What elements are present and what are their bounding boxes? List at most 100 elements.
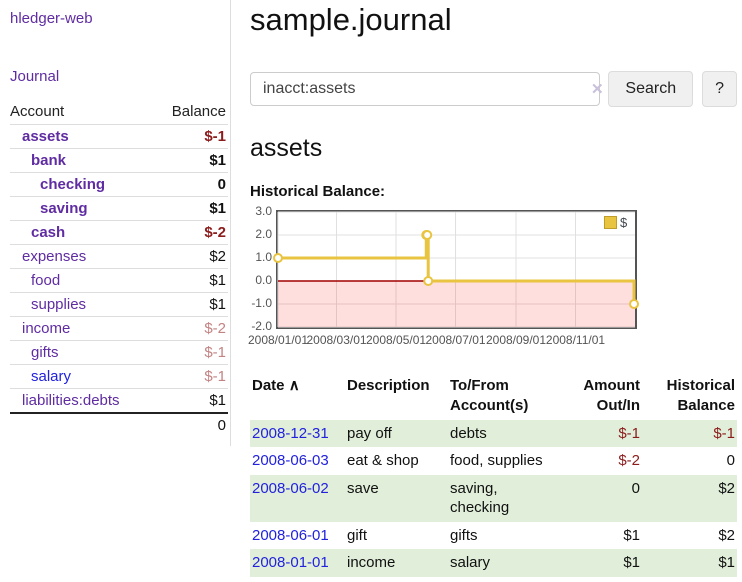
main-content: sample.journal ✕ Search ? assets Histori…: [248, 0, 737, 577]
transaction-balance: $1: [718, 554, 735, 571]
account-row: checking 0: [10, 172, 228, 197]
account-link[interactable]: income: [22, 320, 71, 337]
table-row: 2008-06-03 eat & shop food, supplies $-2…: [250, 447, 737, 475]
transaction-description: pay off: [347, 424, 392, 442]
y-tick-label: 3.0: [255, 204, 272, 218]
account-balance: $-1: [154, 124, 228, 149]
app-title[interactable]: hledger-web: [10, 10, 93, 27]
chart-label: Historical Balance:: [250, 183, 386, 200]
register-header-description: Description: [347, 377, 430, 394]
y-tick-label: -1.0: [251, 296, 272, 310]
accounts-total-spacer: [10, 412, 155, 437]
historical-balance-chart: 3.0 2.0 1.0 0.0 -1.0 -2.0 2008/01/01 2008/03/0…: [248, 202, 737, 352]
account-balance: $2: [154, 244, 228, 269]
transaction-amount: $1: [623, 554, 640, 571]
account-link[interactable]: assets: [22, 128, 69, 145]
transaction-description: income: [347, 554, 396, 571]
y-tick-label: 1.0: [255, 250, 272, 264]
accounts-header-account: Account: [10, 103, 65, 120]
sort-asc-icon: ∧: [288, 377, 300, 394]
account-balance: $1: [154, 268, 228, 293]
register-table: Date ∧ Description To/From Account(s) Am…: [250, 373, 737, 577]
table-row: 2008-06-02 save saving, checking 0 $2: [250, 474, 737, 522]
transaction-date-link[interactable]: 2008-06-02: [252, 479, 329, 497]
x-tick-label: 2008/05/01: [365, 333, 427, 347]
transaction-date-link[interactable]: 2008-06-01: [252, 526, 329, 544]
account-link[interactable]: food: [31, 272, 61, 289]
register-header-accounts: To/From Account(s): [450, 377, 529, 415]
accounts-total-row: 0: [10, 412, 228, 437]
x-tick-label: 2008/07/01: [425, 333, 486, 347]
account-row: salary $-1: [10, 364, 228, 389]
account-balance: $1: [154, 196, 228, 221]
table-row: 2008-06-01 gift gifts $1 $2: [250, 522, 737, 550]
account-link[interactable]: liabilities:debts: [22, 392, 120, 409]
search-button[interactable]: Search: [608, 71, 694, 107]
transaction-date-link[interactable]: 2008-01-01: [252, 554, 329, 571]
transaction-balance: $2: [718, 479, 735, 497]
account-balance: $1: [154, 292, 228, 317]
y-tick-label: 2.0: [255, 227, 272, 241]
help-button[interactable]: ?: [702, 71, 737, 107]
transaction-amount: $-1: [618, 424, 640, 442]
transaction-balance: 0: [726, 452, 735, 469]
account-balance: $-2: [154, 220, 228, 245]
account-row: food $1: [10, 268, 228, 293]
account-link[interactable]: gifts: [31, 344, 59, 361]
accounts-total-value: 0: [154, 412, 228, 437]
search-input[interactable]: [250, 72, 601, 106]
accounts-header-row: Account Balance: [10, 100, 228, 125]
table-row: 2008-01-01 income salary $1 $1: [250, 549, 737, 577]
account-balance: $-1: [154, 340, 228, 365]
transaction-accounts: gifts: [450, 526, 478, 544]
chart-legend: $: [602, 214, 630, 231]
x-tick-label: 2008/03/01: [306, 333, 367, 347]
sidebar: hledger-web Journal Account Balance asse…: [0, 0, 231, 446]
account-link[interactable]: salary: [31, 368, 72, 385]
transaction-accounts: debts: [450, 424, 487, 442]
account-link[interactable]: cash: [31, 224, 66, 241]
transaction-balance: $2: [718, 526, 735, 544]
account-link[interactable]: supplies: [31, 296, 87, 313]
account-row: income $-2: [10, 316, 228, 341]
account-link[interactable]: bank: [31, 152, 67, 169]
table-row: 2008-12-31 pay off debts $-1 $-1: [250, 419, 737, 447]
account-row: cash $-2: [10, 220, 228, 245]
transaction-accounts: saving, checking: [450, 479, 510, 517]
transaction-description: eat & shop: [347, 452, 419, 469]
transaction-description: save: [347, 479, 379, 497]
transaction-balance: $-1: [713, 424, 735, 442]
transaction-amount: $-2: [618, 452, 640, 469]
sidebar-item-journal[interactable]: Journal: [10, 68, 60, 85]
account-row: assets $-1: [10, 124, 228, 149]
account-link[interactable]: expenses: [22, 248, 87, 265]
chart-plot-area: [273, 210, 640, 329]
account-balance: $-1: [154, 364, 228, 389]
x-tick-label: 2008/11/01: [545, 333, 606, 347]
transaction-amount: $1: [623, 526, 640, 544]
account-link[interactable]: checking: [40, 176, 106, 193]
account-link[interactable]: saving: [40, 200, 88, 217]
register-header-amount: Amount Out/In: [583, 377, 640, 415]
account-row: supplies $1: [10, 292, 228, 317]
register-header-date[interactable]: Date ∧: [252, 377, 300, 394]
transaction-date-link[interactable]: 2008-06-03: [252, 452, 329, 469]
transaction-description: gift: [347, 526, 368, 544]
accounts-balance-table: Account Balance assets $-1 bank $1 check…: [10, 100, 228, 437]
y-tick-label: 0.0: [255, 273, 272, 287]
transaction-accounts: salary: [450, 554, 491, 571]
search-form: ✕ Search ?: [250, 71, 737, 107]
y-tick-label: -2.0: [251, 319, 272, 333]
legend-series-label: $: [620, 215, 628, 230]
register-header-row: Date ∧ Description To/From Account(s) Am…: [250, 373, 737, 420]
x-tick-label: 2008/09/01: [485, 333, 547, 347]
clear-search-icon[interactable]: ✕: [591, 81, 604, 98]
account-title: assets: [250, 134, 323, 162]
account-balance: $1: [154, 388, 228, 413]
register-header-balance: Historical Balance: [666, 377, 735, 415]
page-title: sample.journal: [250, 2, 452, 37]
account-balance: 0: [154, 172, 228, 197]
account-row: liabilities:debts $1: [10, 388, 228, 413]
legend-swatch-icon: [604, 216, 617, 229]
transaction-date-link[interactable]: 2008-12-31: [252, 424, 329, 442]
